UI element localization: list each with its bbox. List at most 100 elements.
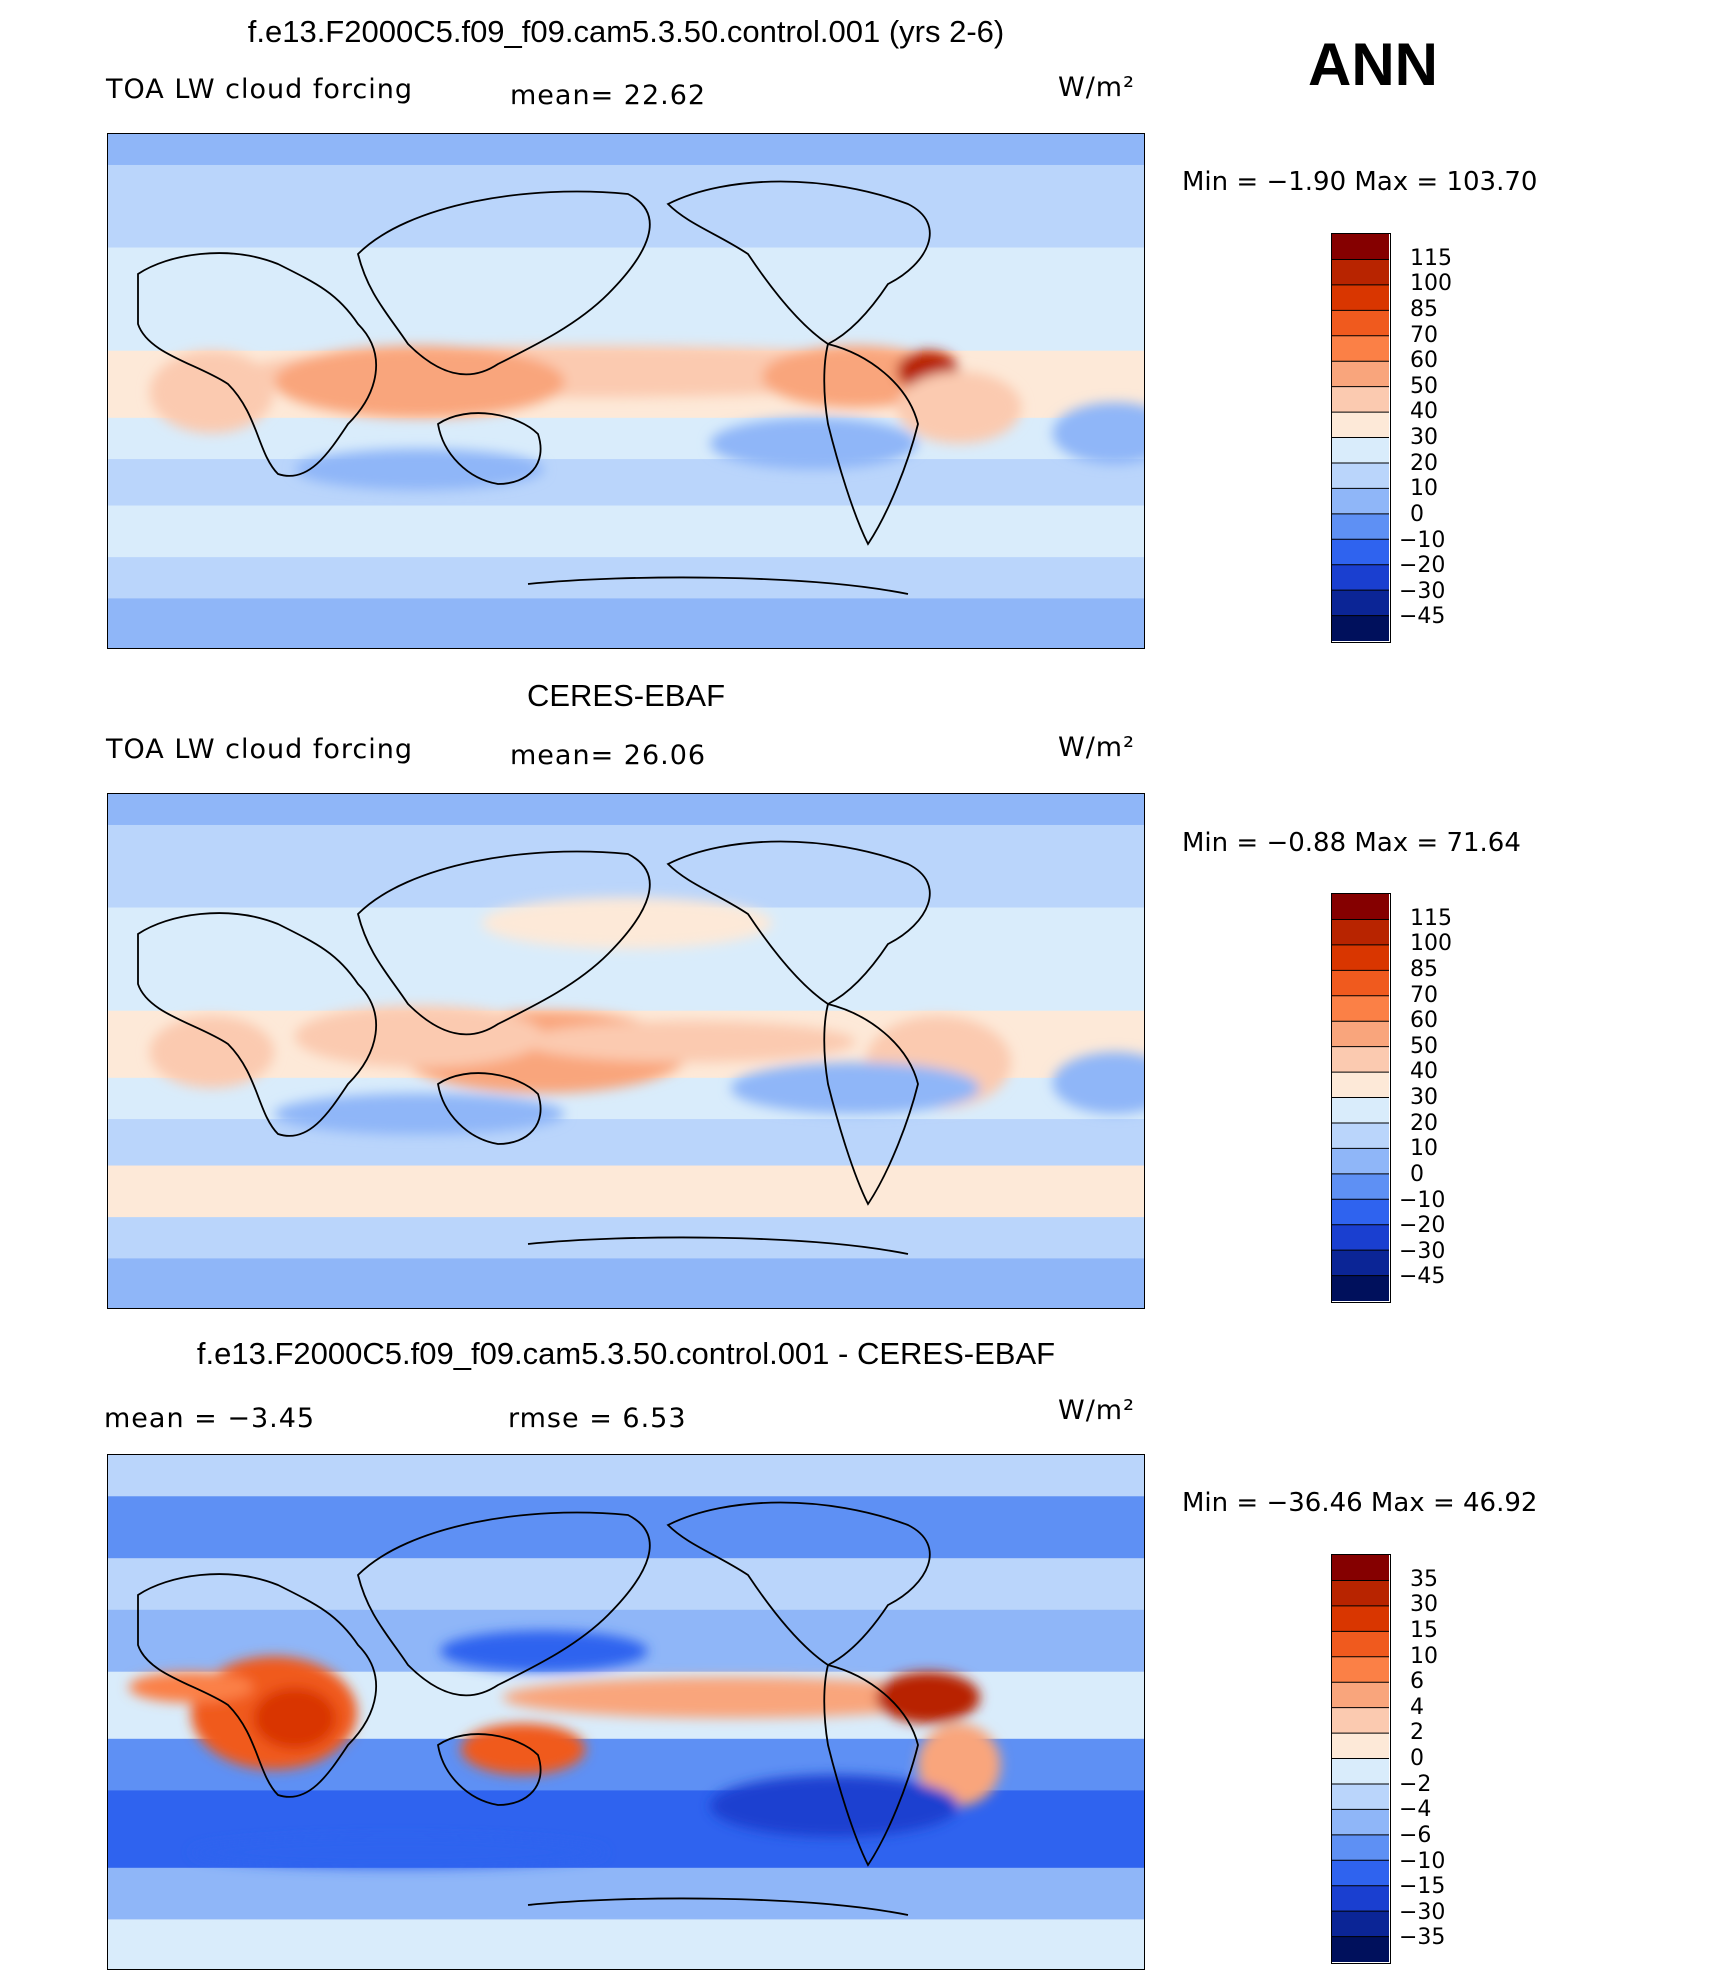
colorbar-tick-label: −30 [1399,1238,1446,1264]
field-band [108,1165,1144,1219]
colorbar-swatch [1332,1733,1389,1759]
colorbar-tick-label: 50 [1410,373,1438,399]
field-band [108,824,1144,909]
field-feature [149,350,275,434]
panel1-variable-label: TOA LW cloud forcing [106,74,413,105]
colorbar-tick-label: −30 [1399,578,1446,604]
field-feature [502,1676,960,1719]
coastline [823,1002,919,1206]
colorbar-tick-label: −30 [1399,1899,1446,1925]
colorbar-swatch [1332,1809,1389,1836]
field-band [108,1455,1144,1498]
field-feature [191,1836,607,1868]
colorbar-swatch [1332,1936,1389,1962]
field-feature [917,1723,1001,1806]
colorbar-swatch [1332,1631,1389,1658]
colorbar-swatch [1332,1046,1389,1073]
field-feature [896,371,1022,444]
colorbar-tick-label: −4 [1399,1797,1432,1823]
field-band [108,1119,1144,1167]
colorbar-swatch [1332,1173,1389,1200]
colorbar-swatch [1332,284,1389,311]
field-band [108,1258,1144,1308]
colorbar-swatch [1332,1122,1389,1149]
colorbar-tick-label: 60 [1410,348,1438,374]
colorbar-swatch [1332,1885,1389,1912]
field-band [108,1558,1144,1611]
colorbar-tick-label: −15 [1399,1874,1446,1900]
panel3-rmse-label: rmse = 6.53 [508,1403,687,1434]
colorbar-tick-label: 10 [1410,1643,1438,1669]
field-band [108,1496,1144,1560]
colorbar-swatch [1332,361,1389,388]
colorbar-tick-label: 15 [1410,1617,1438,1643]
panel1-mean-label: mean= 22.62 [510,80,707,111]
colorbar-tick-label: 30 [1410,425,1438,450]
colorbar-swatch [1332,386,1389,413]
colorbar-swatch [1332,894,1389,920]
coastline [137,252,378,477]
field-feature [876,1671,980,1724]
colorbar-tick-label: 2 [1410,1720,1424,1746]
coastline [437,1733,542,1806]
colorbar-swatch [1332,437,1389,464]
field-band [108,247,1144,352]
coastline [823,342,919,546]
coastline [666,180,931,346]
panel2-map [107,793,1145,1309]
colorbar-swatch [1332,1199,1389,1226]
colorbar-tick-label: 10 [1410,1136,1438,1162]
colorbar-tick-label: −10 [1399,527,1446,553]
panel2-units-label: W/m² [1058,732,1135,763]
colorbar-tick-label: 40 [1410,1059,1438,1085]
panel3-mean-label: mean = −3.45 [104,1403,316,1434]
coastline [527,576,909,595]
field-band [108,1867,1144,1921]
panel2-mean-label: mean= 26.06 [510,740,707,771]
field-feature [149,1015,275,1089]
colorbar-tick-label: 85 [1410,956,1438,982]
coastline [437,1072,542,1145]
field-band [108,505,1144,559]
colorbar-swatch [1332,1783,1389,1810]
colorbar-tick-label: 100 [1410,931,1452,957]
coastline [527,1236,909,1255]
colorbar-tick-label: 100 [1410,271,1452,297]
coastline [823,1663,919,1867]
panel1-title: f.e13.F2000C5.f09_f09.cam5.3.50.control.… [247,14,1005,49]
coastline [666,840,931,1006]
coastline [666,1501,931,1667]
field-feature [1052,1052,1144,1114]
colorbar-swatch [1332,919,1389,946]
colorbar-swatch [1332,1605,1389,1632]
colorbar-swatch [1332,1072,1389,1098]
colorbar-tick-label: −20 [1399,553,1446,579]
colorbar-swatch [1332,1097,1389,1124]
coastline [357,190,651,376]
colorbar-tick-label: 0 [1410,1746,1424,1771]
colorbar-swatch [1332,1860,1389,1887]
colorbar-tick-label: 20 [1410,1110,1438,1136]
colorbar-tick-label: −10 [1399,1848,1446,1874]
coastline [437,412,542,485]
field-feature [128,1671,254,1703]
colorbar-tick-label: 4 [1410,1694,1424,1720]
colorbar-tick-label: −45 [1399,604,1446,630]
field-feature [294,1005,544,1068]
field-feature [481,897,773,949]
panel3-colorbar [1331,1554,1391,1964]
colorbar-tick-label: −10 [1399,1187,1446,1213]
panel2-colorbar [1331,893,1391,1303]
field-feature [440,1630,648,1672]
field-feature [1052,402,1144,465]
colorbar-swatch [1332,995,1389,1022]
colorbar-tick-label: −6 [1399,1822,1432,1848]
colorbar-tick-label: 60 [1410,1008,1438,1034]
colorbar-tick-label: 10 [1410,476,1438,502]
field-feature [274,345,565,418]
colorbar-swatch [1332,944,1389,971]
colorbar-tick-label: 0 [1410,1161,1424,1187]
colorbar-swatch [1332,1275,1389,1301]
colorbar-swatch [1332,1656,1389,1683]
colorbar-tick-label: 6 [1410,1669,1424,1695]
